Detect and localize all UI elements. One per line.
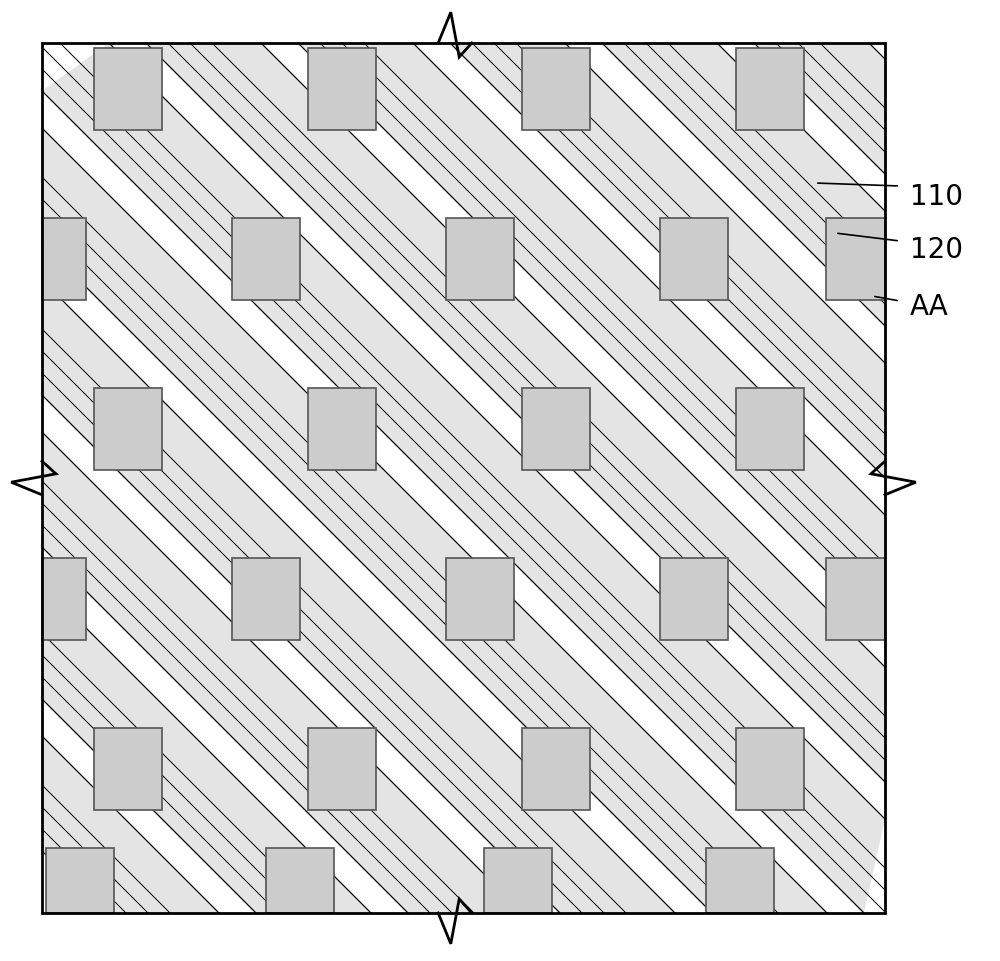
Bar <box>232 219 300 301</box>
Polygon shape <box>146 44 885 782</box>
Polygon shape <box>450 44 885 479</box>
Bar <box>736 388 804 471</box>
Bar <box>266 849 334 913</box>
Bar <box>308 49 376 131</box>
Bar <box>94 49 162 131</box>
Bar <box>42 44 885 913</box>
Bar <box>826 558 885 640</box>
Bar <box>484 849 552 913</box>
Bar <box>94 728 162 810</box>
Bar <box>522 49 590 131</box>
Bar <box>42 44 885 913</box>
Bar <box>42 44 885 913</box>
Bar <box>522 388 590 471</box>
Bar <box>42 219 86 301</box>
Bar <box>232 558 300 640</box>
Bar <box>826 219 885 301</box>
Polygon shape <box>42 584 371 913</box>
Bar <box>736 49 804 131</box>
Polygon shape <box>42 736 219 913</box>
Bar <box>42 558 86 640</box>
Polygon shape <box>42 281 675 913</box>
Bar <box>736 728 804 810</box>
Polygon shape <box>754 44 885 175</box>
Bar <box>522 728 590 810</box>
Bar <box>706 849 774 913</box>
Bar <box>308 728 376 810</box>
Polygon shape <box>42 432 523 913</box>
Bar <box>660 219 728 301</box>
Bar <box>46 849 114 913</box>
Bar <box>446 558 514 640</box>
Polygon shape <box>298 44 885 630</box>
Polygon shape <box>602 44 885 327</box>
Bar <box>660 558 728 640</box>
Bar <box>446 219 514 301</box>
Text: 120: 120 <box>910 235 963 263</box>
Bar <box>94 388 162 471</box>
Text: 110: 110 <box>910 183 963 210</box>
Text: AA: AA <box>910 293 949 321</box>
Polygon shape <box>42 129 827 913</box>
Polygon shape <box>42 44 885 913</box>
Bar <box>308 388 376 471</box>
